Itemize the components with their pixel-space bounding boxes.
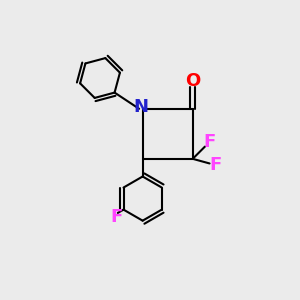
Text: F: F bbox=[209, 156, 222, 174]
Text: F: F bbox=[203, 133, 215, 151]
Text: F: F bbox=[110, 208, 122, 226]
Text: O: O bbox=[185, 72, 200, 90]
Text: N: N bbox=[134, 98, 149, 116]
